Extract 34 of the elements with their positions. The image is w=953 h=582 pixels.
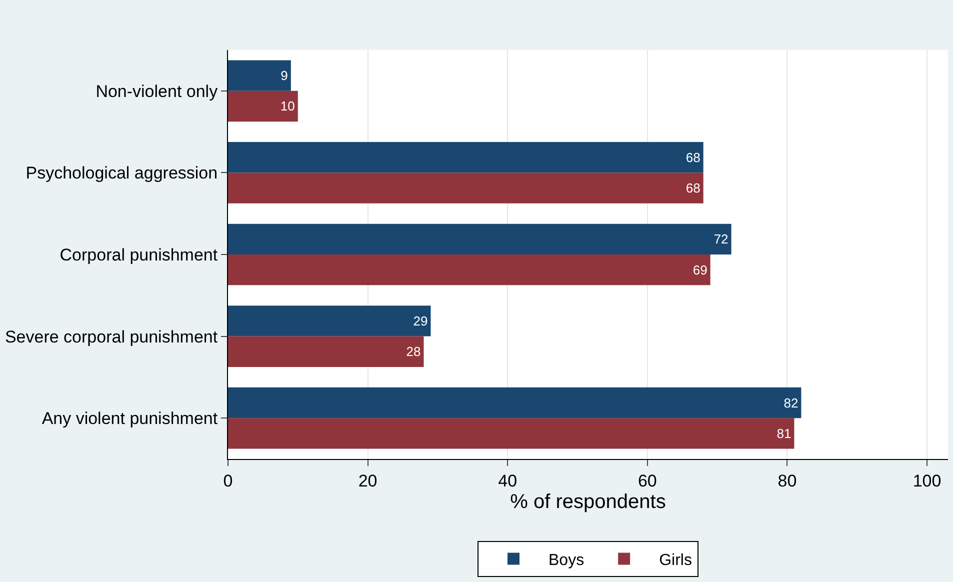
x-tick-label: 40 — [498, 471, 518, 490]
x-tick-label: 80 — [778, 471, 797, 490]
x-tick-label: 60 — [638, 471, 657, 490]
x-tick-label: 0 — [223, 471, 233, 490]
bar — [228, 60, 291, 91]
bar — [228, 306, 431, 336]
data-label: 68 — [686, 150, 700, 165]
data-label: 28 — [406, 344, 421, 360]
x-axis-title: % of respondents — [510, 490, 666, 513]
data-label: 29 — [413, 313, 428, 328]
data-label: 68 — [686, 180, 700, 196]
y-tick-label: Corporal punishment — [60, 245, 218, 264]
y-tick-label: Non-violent only — [96, 82, 218, 101]
data-label: 81 — [776, 426, 792, 441]
data-label: 9 — [280, 68, 288, 84]
data-label: 72 — [714, 232, 728, 247]
y-tick-label: Any violent punishment — [42, 409, 218, 428]
x-tick-label: 100 — [912, 471, 942, 490]
data-label: 82 — [784, 395, 798, 410]
bar — [228, 418, 794, 449]
legend-label: Boys — [548, 552, 584, 569]
x-tick-label: 20 — [358, 471, 378, 490]
bar — [228, 142, 704, 173]
bar — [228, 90, 298, 122]
bar — [228, 387, 802, 418]
y-tick-label: Severe corporal punishment — [4, 327, 218, 346]
bar — [228, 336, 424, 367]
bar — [228, 254, 710, 286]
data-label: 10 — [280, 98, 295, 114]
bar — [228, 224, 732, 254]
data-label: 69 — [692, 262, 708, 278]
y-tick-label: Psychological aggression — [26, 164, 218, 183]
legend-label: Girls — [659, 552, 692, 569]
bar — [228, 172, 704, 204]
